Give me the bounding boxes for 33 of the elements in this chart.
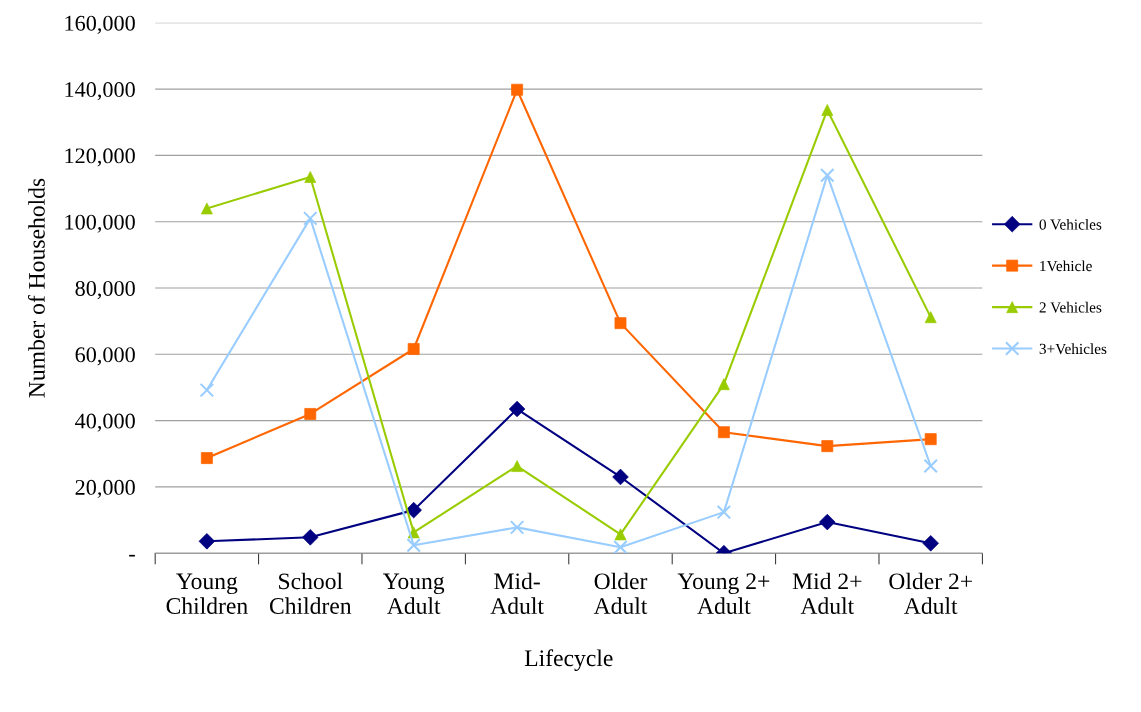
x-tick-label: Older 2+ Adult [889, 572, 972, 614]
y-tick-label: - [129, 554, 135, 557]
y-tick-label: 20,000 [75, 479, 135, 499]
legend-label: 3+Vehicles [1039, 343, 1107, 355]
legend-label: 2 Vehicles [1039, 301, 1102, 313]
point [716, 504, 732, 520]
y-tick-label: 160,000 [65, 15, 135, 34]
y-tick-label: 120,000 [65, 148, 135, 167]
x-tick-label: Mid- Adult [490, 572, 544, 614]
x-tick-label: Young 2+ Adult [677, 573, 770, 614]
point [613, 539, 628, 554]
point [923, 458, 938, 474]
y-tick-label: 100,000 [65, 214, 135, 233]
x-tick-label: Young Children [166, 573, 248, 614]
x-tick-label: Mid 2+ Adult [792, 572, 862, 614]
y-tick-label: 60,000 [75, 347, 135, 366]
y-tick-label: 140,000 [65, 82, 135, 101]
point [820, 168, 835, 183]
y-tick-label: 40,000 [75, 413, 135, 432]
point [509, 520, 525, 535]
legend-label: 0 Vehicles [1039, 218, 1102, 230]
y-axis-title: Number of Households [27, 178, 45, 398]
point [199, 382, 215, 398]
point [819, 513, 836, 531]
legend-label: 1Vehicle [1040, 260, 1092, 272]
point [302, 211, 318, 226]
x-axis-title: Lifecycle [524, 649, 613, 672]
x-tick-label: Young Adult [382, 573, 445, 614]
y-tick-label: 80,000 [75, 280, 135, 300]
x-tick-label: School Children [269, 572, 352, 614]
point [406, 537, 421, 553]
point [612, 468, 629, 486]
x-tick-label: Older Adult [593, 572, 648, 614]
